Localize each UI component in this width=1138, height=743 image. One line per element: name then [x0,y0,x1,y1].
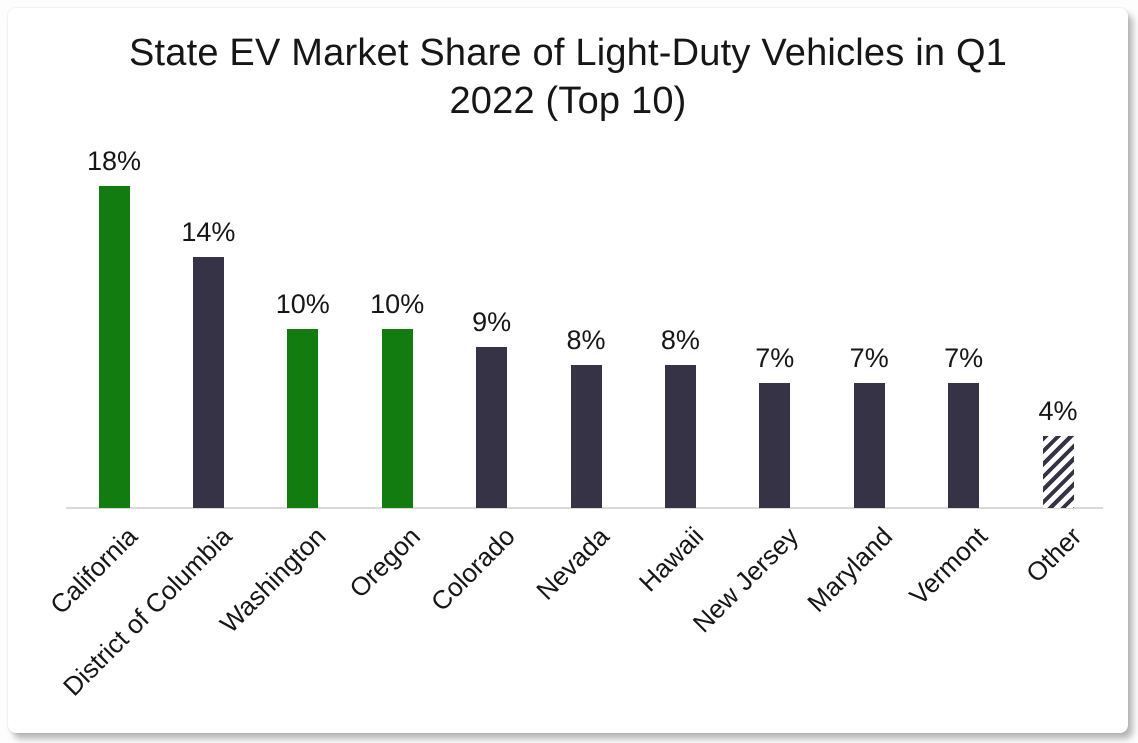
bar-oregon [381,329,413,508]
bar-new-jersey [759,383,791,508]
x-tick-label-vermont: Vermont [903,521,993,611]
chart-title: State EV Market Share of Light-Duty Vehi… [128,32,1008,122]
x-tick-label-hawaii: Hawaii [633,521,710,598]
bar-maryland [853,383,885,508]
bar-california [98,186,130,508]
bar-value-label-nevada: 8% [566,325,606,355]
bar-value-label-colorado: 9% [472,307,512,337]
bar-nevada [570,365,602,508]
bar-vermont [948,383,980,508]
x-tick-label-colorado: Colorado [424,521,521,617]
bar-colorado [476,347,508,508]
bar-value-label-maryland: 7% [849,343,889,373]
x-tick-label-oregon: Oregon [343,521,427,604]
bar-value-label-district-of-columbia: 14% [181,217,236,247]
bar-value-label-new-jersey: 7% [755,343,795,373]
chart-card: State EV Market Share of Light-Duty Vehi… [8,8,1128,733]
bar-chart-plot-area: 18% California 14% District of Columbia 10% W… [8,8,1128,733]
bar-washington [287,329,319,508]
bar-value-label-vermont: 7% [944,343,984,373]
bar-value-label-hawaii: 8% [660,325,700,355]
bar-other [1042,436,1074,508]
bar-value-label-washington: 10% [275,289,330,319]
bar-value-label-california: 18% [86,146,142,176]
bar-district-of-columbia [192,257,224,508]
x-tick-label-other: Other [1020,521,1088,589]
x-axis-line [66,507,1103,509]
x-tick-label-nevada: Nevada [530,521,616,606]
x-tick-label-maryland: Maryland [801,521,899,618]
bar-hawaii [664,365,696,508]
x-tick-label-california: California [44,521,144,620]
bar-value-label-oregon: 10% [370,289,425,319]
bar-value-label-other: 4% [1038,396,1078,426]
x-tick-label-district-of-columbia: District of Columbia [57,521,238,702]
